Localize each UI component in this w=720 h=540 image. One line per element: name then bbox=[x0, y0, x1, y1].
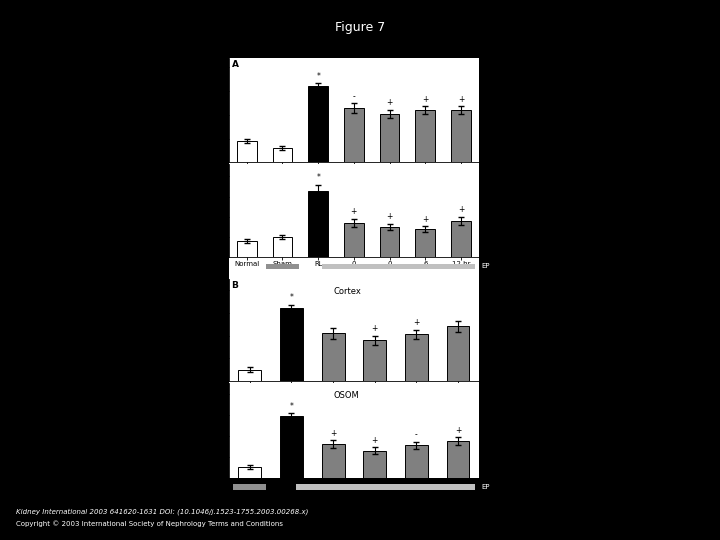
Bar bbox=[451, 221, 471, 257]
Text: -: - bbox=[353, 92, 355, 101]
Text: EP: EP bbox=[482, 484, 490, 490]
Bar bbox=[344, 223, 364, 257]
Text: +: + bbox=[372, 324, 378, 333]
Text: -: - bbox=[415, 430, 418, 439]
Bar bbox=[379, 114, 400, 162]
Bar bbox=[405, 446, 428, 478]
Bar bbox=[322, 444, 344, 478]
Text: *: * bbox=[289, 293, 293, 302]
Bar bbox=[415, 110, 435, 162]
Bar bbox=[364, 450, 386, 478]
Bar bbox=[238, 370, 261, 381]
Bar bbox=[273, 148, 292, 162]
Text: *: * bbox=[316, 173, 320, 182]
Text: +: + bbox=[330, 429, 336, 438]
Text: A: A bbox=[231, 60, 238, 69]
Text: +: + bbox=[455, 426, 462, 435]
Text: Cortex: Cortex bbox=[334, 287, 361, 296]
Bar bbox=[451, 110, 471, 162]
Text: +: + bbox=[422, 94, 428, 104]
Text: +: + bbox=[413, 318, 420, 327]
Bar bbox=[280, 416, 303, 478]
Text: +: + bbox=[387, 98, 392, 107]
Text: +: + bbox=[422, 214, 428, 224]
Bar bbox=[405, 334, 428, 381]
Text: Copyright © 2003 International Society of Nephrology Terms and Conditions: Copyright © 2003 International Society o… bbox=[16, 521, 283, 527]
Text: OSOM: OSOM bbox=[334, 391, 360, 400]
Text: *: * bbox=[316, 72, 320, 81]
Text: +: + bbox=[387, 213, 392, 221]
Bar bbox=[238, 468, 261, 478]
Bar bbox=[280, 308, 303, 381]
Y-axis label: BUN, mg/dL: BUN, mg/dL bbox=[204, 89, 211, 131]
Text: +: + bbox=[351, 207, 357, 217]
Text: Kidney International 2003 641620-1631 DOI: (10.1046/j.1523-1755.2003.00268.x): Kidney International 2003 641620-1631 DO… bbox=[16, 509, 308, 515]
Text: *: * bbox=[289, 402, 293, 411]
Text: EP: EP bbox=[482, 263, 490, 269]
Bar bbox=[446, 327, 469, 381]
Bar bbox=[308, 86, 328, 162]
Bar bbox=[322, 333, 344, 381]
Bar bbox=[415, 229, 435, 257]
Text: B: B bbox=[231, 281, 238, 289]
Bar bbox=[237, 241, 256, 257]
Bar bbox=[446, 441, 469, 478]
Text: +: + bbox=[372, 436, 378, 445]
Bar bbox=[308, 191, 328, 257]
Y-axis label: HPLC-Cr, mg/dL: HPLC-Cr, mg/dL bbox=[207, 184, 213, 238]
Y-axis label: Tubular damage score: Tubular damage score bbox=[214, 291, 220, 368]
Bar bbox=[273, 237, 292, 257]
Y-axis label: Tubular damage score: Tubular damage score bbox=[214, 392, 220, 469]
Bar bbox=[364, 340, 386, 381]
Text: +: + bbox=[458, 205, 464, 214]
Text: Figure 7: Figure 7 bbox=[335, 21, 385, 33]
Bar bbox=[379, 227, 400, 257]
Bar bbox=[344, 108, 364, 162]
Bar bbox=[237, 141, 256, 162]
Text: +: + bbox=[458, 94, 464, 104]
